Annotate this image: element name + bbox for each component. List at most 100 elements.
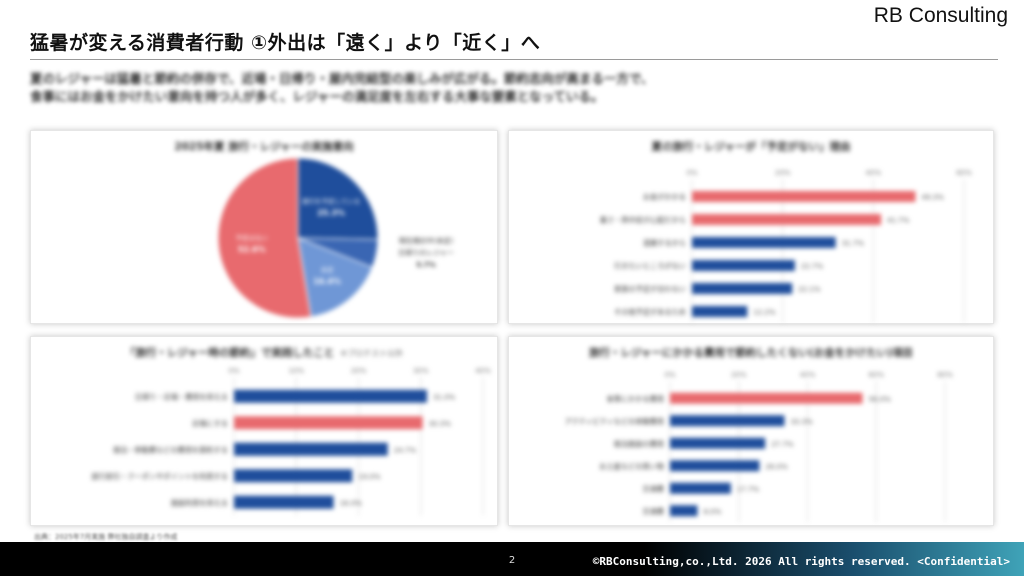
pie-callout-text: 日帰りのレジャー [398, 248, 454, 257]
tick-label: 40% [475, 367, 491, 375]
bar [692, 283, 793, 294]
tick-label: 20% [775, 169, 791, 177]
category-label: 施設利用を抑える [171, 498, 228, 507]
tick-label: 0% [228, 367, 239, 375]
source-note: 出典：2025年7月実施 弊社独自調査より作成 [34, 533, 178, 541]
copyright: ©RBConsulting,co.,Ltd. 2026 All rights r… [592, 555, 1010, 568]
data-label: 19.0% [358, 473, 381, 481]
savings-note: ※プロテスト以外 [340, 349, 404, 358]
data-label: 22.1% [798, 286, 821, 294]
savings-title: 「旅行・レジャー時の節約」で実践したこと ※プロテスト以外 [31, 345, 497, 360]
bar [692, 237, 836, 248]
category-label: 暑さ・熱中症が心配だから [600, 216, 686, 225]
data-label: 30.3% [429, 420, 452, 428]
category-label: 宿泊施設の費用 [614, 439, 664, 448]
pie-callout-text: 5.7% [416, 261, 435, 269]
data-label: 26.0% [765, 463, 788, 471]
tick-label: 0% [664, 371, 675, 379]
slide-title: 猛暑が変える消費者行動 ①外出は「遠く」より「近く」へ [30, 32, 541, 54]
reasons-bar-chart: 0% 20% 40% 60% お金がかかる 49.3% 暑さ・熱中症が心配だから 41.7% 混… [600, 169, 972, 323]
tick-label: 60% [868, 371, 884, 379]
bar [234, 495, 334, 509]
category-label: その他予定があるため [614, 308, 686, 317]
category-label: 宿泊・移動費などの費用を節約する [113, 445, 228, 454]
tick-label: 0% [686, 169, 697, 177]
footer-bar: 2 ©RBConsulting,co.,Ltd. 2026 All rights… [0, 542, 1024, 576]
reasons-title: 夏の旅行・レジャーが「予定がない」理由 [651, 141, 851, 153]
tick-label: 40% [866, 169, 882, 177]
data-label: 33.3% [790, 418, 813, 426]
panel-savings: 「旅行・レジャー時の節約」で実践したこと ※プロテスト以外 0% 10% 20% 30%… [30, 336, 498, 526]
bar [670, 415, 785, 427]
category-label: 旅行割引・クーポンやポイントを利用する [91, 472, 228, 481]
footer-accent [644, 542, 1024, 576]
panel-spend: 旅行・レジャーにかかる費用で節約したくない(お金をかけたい)項目 0% 20% 40… [508, 336, 994, 526]
spend-title: 旅行・レジャーにかかる費用で節約したくない(お金をかけたい)項目 [588, 347, 914, 359]
data-label: 16.0% [340, 499, 363, 507]
pie-slice [297, 237, 374, 318]
bar [692, 306, 748, 317]
pie-slice-value: 52.6% [238, 245, 266, 254]
pie-slice-name: 予定はない [236, 233, 269, 242]
savings-title-text: 「旅行・レジャー時の節約」で実践したこと [124, 347, 335, 359]
bar [692, 260, 795, 271]
pie-chart: 25.3% 旅行を予定している 16.4% 未定 52.6% 予定はない 現在検討中(未定)… [217, 157, 454, 319]
data-label: 12.2% [753, 309, 776, 317]
bar [234, 469, 353, 483]
panel-pie: 2025年夏 旅行・レジャーの実施意向 25.3% 旅行を予定している 16.4% 未… [30, 130, 498, 324]
lead-line-2: 食事にはお金をかけたい意向を持つ人が多く、レジャーの満足度を左右する大事な要素と… [30, 89, 604, 105]
tick-label: 20% [731, 371, 747, 379]
tick-label: 40% [800, 371, 816, 379]
spend-bar-chart: 0% 20% 40% 60% 80% 食事にかかる費用 56.0% アクティビティなどの体験費… [565, 371, 953, 522]
category-label: 日帰り・近場・費用を抑える [135, 392, 228, 401]
bar [670, 460, 760, 472]
data-label: 31.7% [842, 240, 865, 248]
data-label: 31.0% [433, 393, 456, 401]
bar [670, 505, 698, 517]
category-label: 交通費 [642, 507, 664, 516]
pie-slice-name: 未定 [321, 265, 335, 274]
tick-label: 30% [413, 367, 429, 375]
bar [692, 214, 882, 225]
bar [692, 191, 916, 202]
bar [234, 442, 388, 456]
data-label: 8.0% [704, 508, 722, 516]
data-label: 17.7% [737, 485, 760, 493]
brand-logo: RB Consulting [873, 4, 1008, 27]
category-label: 行きたいところがない [614, 262, 686, 271]
lead-line-1: 夏のレジャーは猛暑と節約の併存で、近場・日帰り・屋内完結型の楽しみが広がる。節約… [30, 71, 654, 86]
category-label: 家族の予定が合わない [614, 285, 686, 294]
pie-slice-value: 25.3% [317, 209, 345, 218]
tick-label: 80% [937, 371, 953, 379]
page-number: 2 [508, 555, 516, 566]
bar [234, 416, 423, 430]
category-label: 交通費 [642, 484, 664, 493]
bar [670, 482, 731, 494]
data-label: 56.0% [869, 395, 892, 403]
tick-label: 60% [956, 169, 972, 177]
pie-slice-value: 16.4% [313, 277, 341, 286]
panel-reasons: 夏の旅行・レジャーが「予定がない」理由 0% 20% 40% 60% お金がかかる 49.… [508, 130, 994, 324]
data-label: 27.7% [771, 440, 794, 448]
pie-title: 2025年夏 旅行・レジャーの実施意向 [174, 141, 354, 153]
category-label: お土産などの買い物 [599, 462, 664, 471]
pie-slice [297, 157, 379, 241]
lead-text: 夏のレジャーは猛暑と節約の併存で、近場・日帰り・屋内完結型の楽しみが広がる。節約… [30, 70, 930, 106]
tick-label: 20% [351, 367, 367, 375]
data-label: 49.3% [921, 194, 944, 202]
category-label: お金がかかる [643, 193, 686, 202]
pie-callout-text: 現在検討中(未定) [399, 236, 454, 245]
category-label: アクティビティなどの体験費用 [565, 417, 664, 426]
category-label: 食事にかかる費用 [606, 394, 664, 403]
data-label: 24.7% [394, 446, 417, 454]
data-label: 41.7% [887, 217, 910, 225]
savings-bar-chart: 0% 10% 20% 30% 40% 日帰り・近場・費用を抑える 31.0% 近場にする 30.… [91, 367, 491, 516]
data-label: 22.7% [801, 263, 824, 271]
pie-slice [217, 157, 312, 319]
pie-slice-name: 旅行を予定している [302, 197, 360, 206]
title-divider [30, 59, 998, 60]
category-label: 混雑するから [643, 239, 686, 248]
bar [234, 389, 427, 403]
category-label: 近場にする [192, 419, 228, 428]
tick-label: 10% [288, 367, 304, 375]
